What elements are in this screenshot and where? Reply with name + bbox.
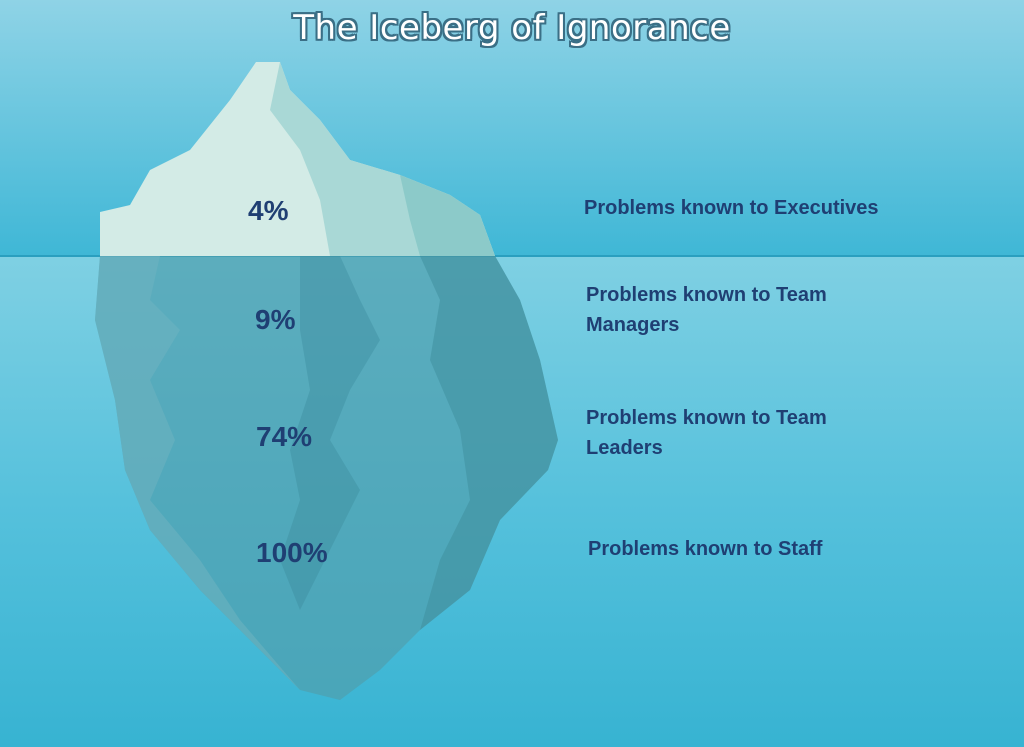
level-percent-team-leaders: 74%: [256, 421, 313, 452]
iceberg-underwater-facet-right: [420, 256, 558, 630]
iceberg-tip-facet: [400, 175, 495, 256]
level-label-executives: Problems known to Executives: [584, 197, 879, 219]
iceberg-underwater-facet-left: [95, 256, 300, 690]
level-percent-staff: 100%: [256, 537, 328, 568]
level-percent-executives: 4%: [248, 195, 289, 226]
page-title: The Iceberg of Ignorance: [293, 8, 731, 48]
level-label-team-leaders: Problems known to Team Leaders: [586, 407, 827, 459]
level-label-team-managers: Problems known to Team Managers: [586, 284, 827, 336]
level-label-staff: Problems known to Staff: [588, 538, 823, 560]
iceberg-underwater-facet-center: [280, 256, 380, 610]
level-percent-team-managers: 9%: [255, 304, 296, 335]
